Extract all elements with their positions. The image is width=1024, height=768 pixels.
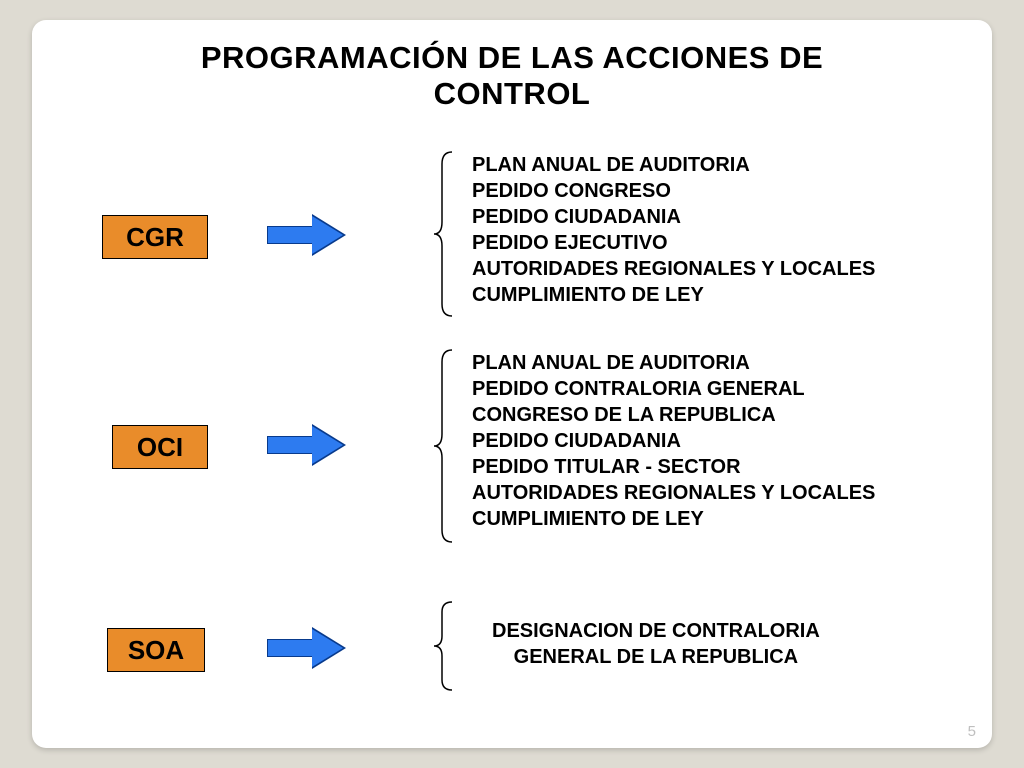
item: CONGRESO DE LA REPUBLICA <box>472 402 875 428</box>
item: PLAN ANUAL DE AUDITORIA <box>472 152 875 178</box>
page-title: PROGRAMACIÓN DE LAS ACCIONES DE CONTROL <box>32 40 992 111</box>
item: CUMPLIMIENTO DE LEY <box>472 282 875 308</box>
box-oci: OCI <box>112 425 208 469</box>
item: PEDIDO CIUDADANIA <box>472 204 875 230</box>
arrow-oci <box>267 425 351 465</box>
item: PEDIDO EJECUTIVO <box>472 230 875 256</box>
brace-oci <box>432 348 458 544</box>
items-oci: PLAN ANUAL DE AUDITORIA PEDIDO CONTRALOR… <box>472 350 875 532</box>
arrow-soa <box>267 628 351 668</box>
title-line-2: CONTROL <box>434 76 591 111</box>
item: GENERAL DE LA REPUBLICA <box>492 644 820 670</box>
box-soa: SOA <box>107 628 205 672</box>
item: PEDIDO CONTRALORIA GENERAL <box>472 376 875 402</box>
item: DESIGNACION DE CONTRALORIA <box>492 618 820 644</box>
box-cgr: CGR <box>102 215 208 259</box>
item: PEDIDO CONGRESO <box>472 178 875 204</box>
items-soa: DESIGNACION DE CONTRALORIA GENERAL DE LA… <box>492 618 820 670</box>
item: CUMPLIMIENTO DE LEY <box>472 506 875 532</box>
title-line-1: PROGRAMACIÓN DE LAS ACCIONES DE <box>201 40 823 75</box>
items-cgr: PLAN ANUAL DE AUDITORIA PEDIDO CONGRESO … <box>472 152 875 308</box>
item: AUTORIDADES REGIONALES Y LOCALES <box>472 480 875 506</box>
page-number: 5 <box>968 723 976 740</box>
item: PLAN ANUAL DE AUDITORIA <box>472 350 875 376</box>
brace-cgr <box>432 150 458 318</box>
item: AUTORIDADES REGIONALES Y LOCALES <box>472 256 875 282</box>
brace-soa <box>432 600 458 692</box>
item: PEDIDO TITULAR - SECTOR <box>472 454 875 480</box>
arrow-cgr <box>267 215 351 255</box>
box-oci-label: OCI <box>137 432 183 463</box>
box-cgr-label: CGR <box>126 222 184 253</box>
item: PEDIDO CIUDADANIA <box>472 428 875 454</box>
slide: PROGRAMACIÓN DE LAS ACCIONES DE CONTROL … <box>32 20 992 748</box>
box-soa-label: SOA <box>128 635 184 666</box>
